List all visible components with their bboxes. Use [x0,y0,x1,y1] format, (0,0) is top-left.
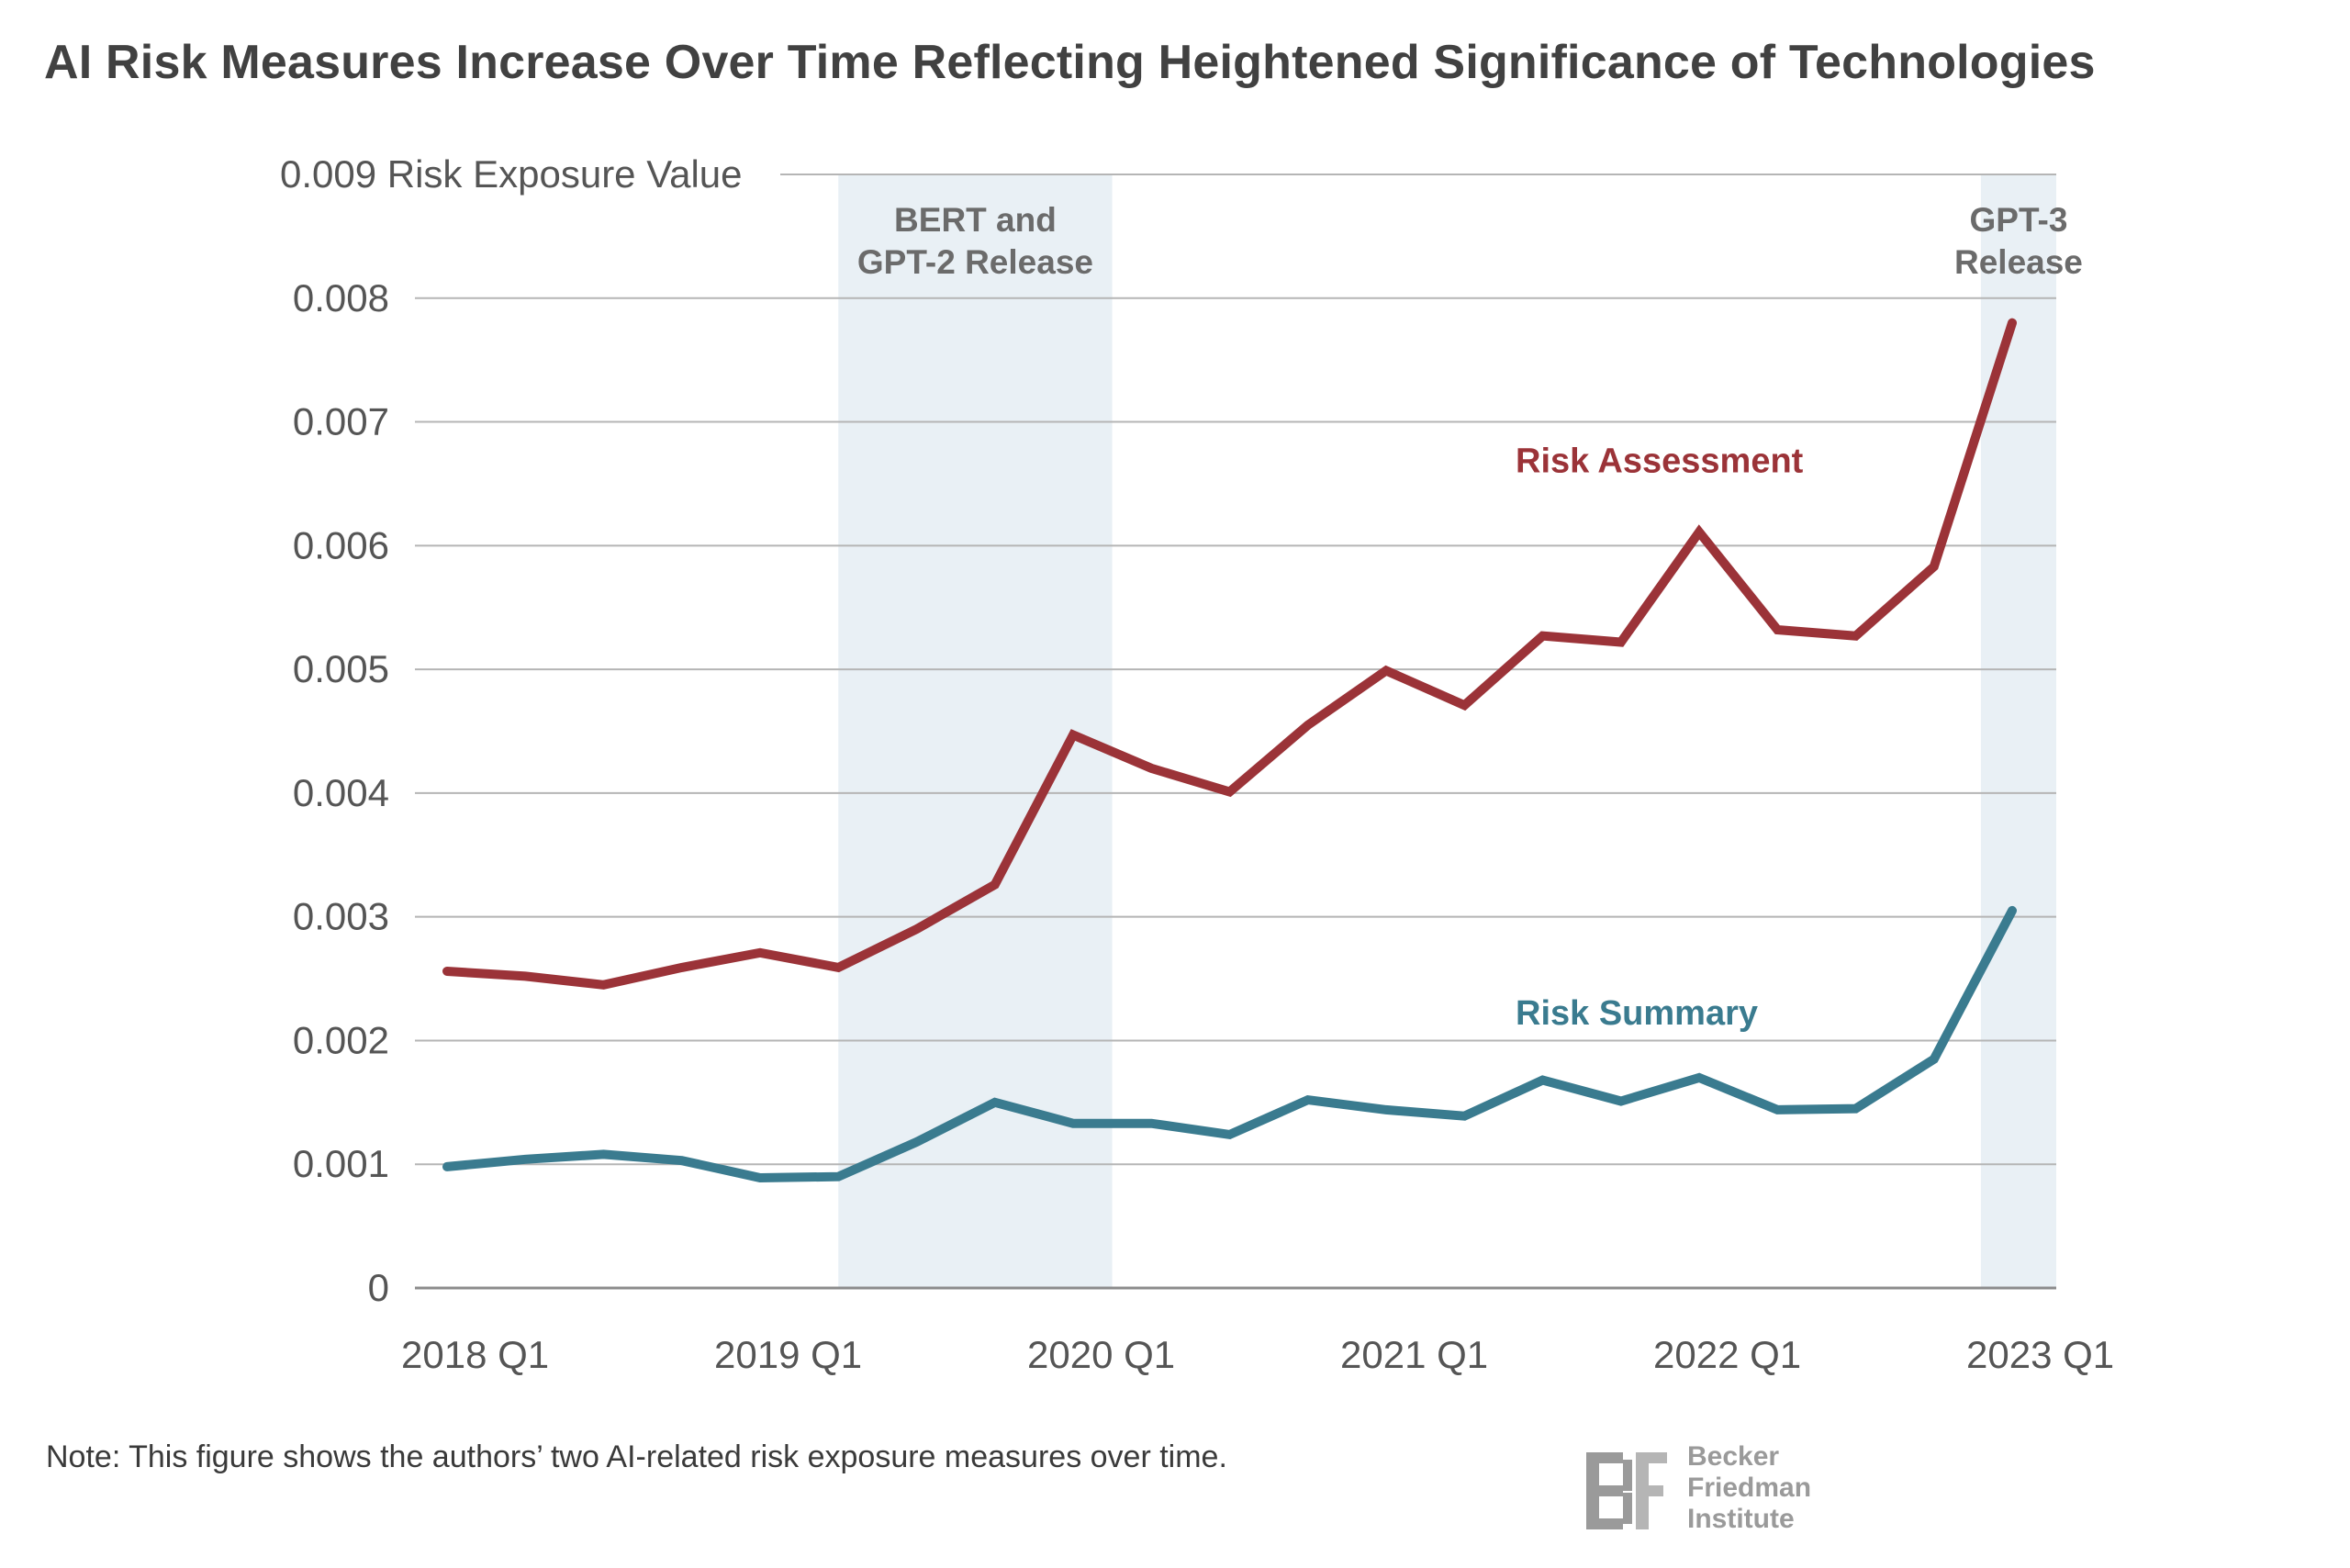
series-label-summary: Risk Summary [1516,994,1758,1033]
bfi-logo-text: Becker Friedman Institute [1687,1441,1811,1535]
x-tick-label: 2021 Q1 [1340,1333,1488,1376]
y-tick-label: 0.002 [293,1018,389,1061]
y-tick-label: 0.008 [293,276,389,319]
logo-line-2: Friedman [1687,1473,1812,1503]
y-tick-label: 0.001 [293,1142,389,1185]
bfi-logo: Becker Friedman Institute [1579,1441,1854,1542]
region-label-gpt3: GPT-3 [1969,201,2067,239]
chart-title: AI Risk Measures Increase Over Time Refl… [44,36,2096,89]
x-tick-label: 2018 Q1 [401,1333,549,1376]
y-tick-label: 0.004 [293,771,389,814]
x-tick-label: 2020 Q1 [1027,1333,1175,1376]
y-tick-label: 0 [368,1266,389,1309]
shaded-region-bert-gpt2 [838,174,1113,1288]
figure-note: Note: This figure shows the authors’ two… [46,1439,1227,1474]
region-label-gpt3: Release [1954,243,2083,281]
y-tick-label: 0.009 Risk Exposure Value [280,152,743,196]
logo-line-3: Institute [1687,1504,1795,1534]
y-tick-label: 0.007 [293,400,389,443]
y-tick-label: 0.005 [293,647,389,690]
region-label-bert-gpt2: BERT and [894,201,1057,239]
x-tick-label: 2022 Q1 [1653,1333,1801,1376]
x-tick-label: 2023 Q1 [1966,1333,2114,1376]
bfi-logo-mark-icon [1586,1452,1667,1529]
series-label-assessment: Risk Assessment [1516,442,1804,481]
shaded-region-gpt3 [1980,174,2056,1288]
x-tick-label: 2019 Q1 [714,1333,862,1376]
series-line-summary [442,905,2017,1183]
y-tick-label: 0.003 [293,895,389,938]
y-tick-label: 0.006 [293,523,389,566]
logo-line-1: Becker [1687,1441,1780,1472]
region-label-bert-gpt2: GPT-2 Release [857,243,1093,281]
